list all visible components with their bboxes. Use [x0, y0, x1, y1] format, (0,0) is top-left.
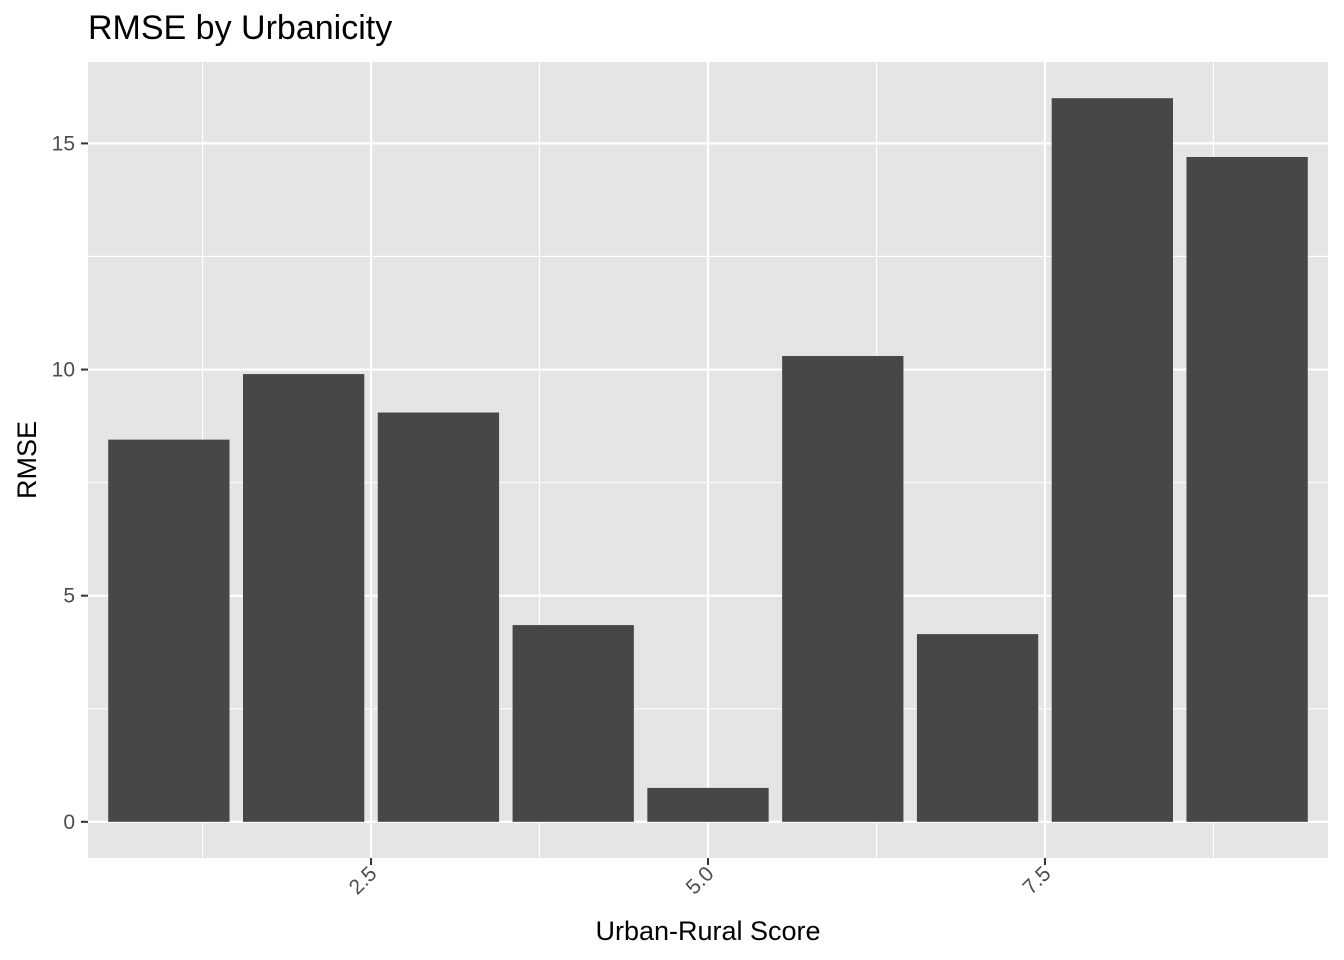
bar — [512, 625, 634, 822]
y-tick-label: 15 — [52, 132, 75, 155]
bar — [1186, 156, 1308, 822]
chart-title: RMSE by Urbanicity — [88, 9, 392, 47]
bar — [647, 787, 769, 822]
x-tick-label: 2.5 — [345, 862, 382, 899]
y-tick-label: 10 — [52, 359, 75, 382]
y-axis: 0 5 10 15 — [52, 132, 88, 834]
x-tick-label: 5.0 — [682, 862, 719, 899]
y-tick-label: 5 — [63, 585, 75, 608]
bar — [377, 412, 500, 822]
bar — [1051, 98, 1173, 822]
y-tick-label: 0 — [63, 811, 75, 834]
bar — [108, 439, 230, 822]
x-tick-label: 7.5 — [1019, 862, 1056, 899]
bar — [243, 374, 365, 822]
y-axis-title: RMSE — [12, 421, 42, 499]
x-axis: 2.5 5.0 7.5 — [345, 858, 1056, 899]
x-axis-title: Urban-Rural Score — [595, 916, 820, 946]
bars — [108, 98, 1308, 822]
bar — [782, 355, 904, 822]
bar — [916, 634, 1039, 822]
